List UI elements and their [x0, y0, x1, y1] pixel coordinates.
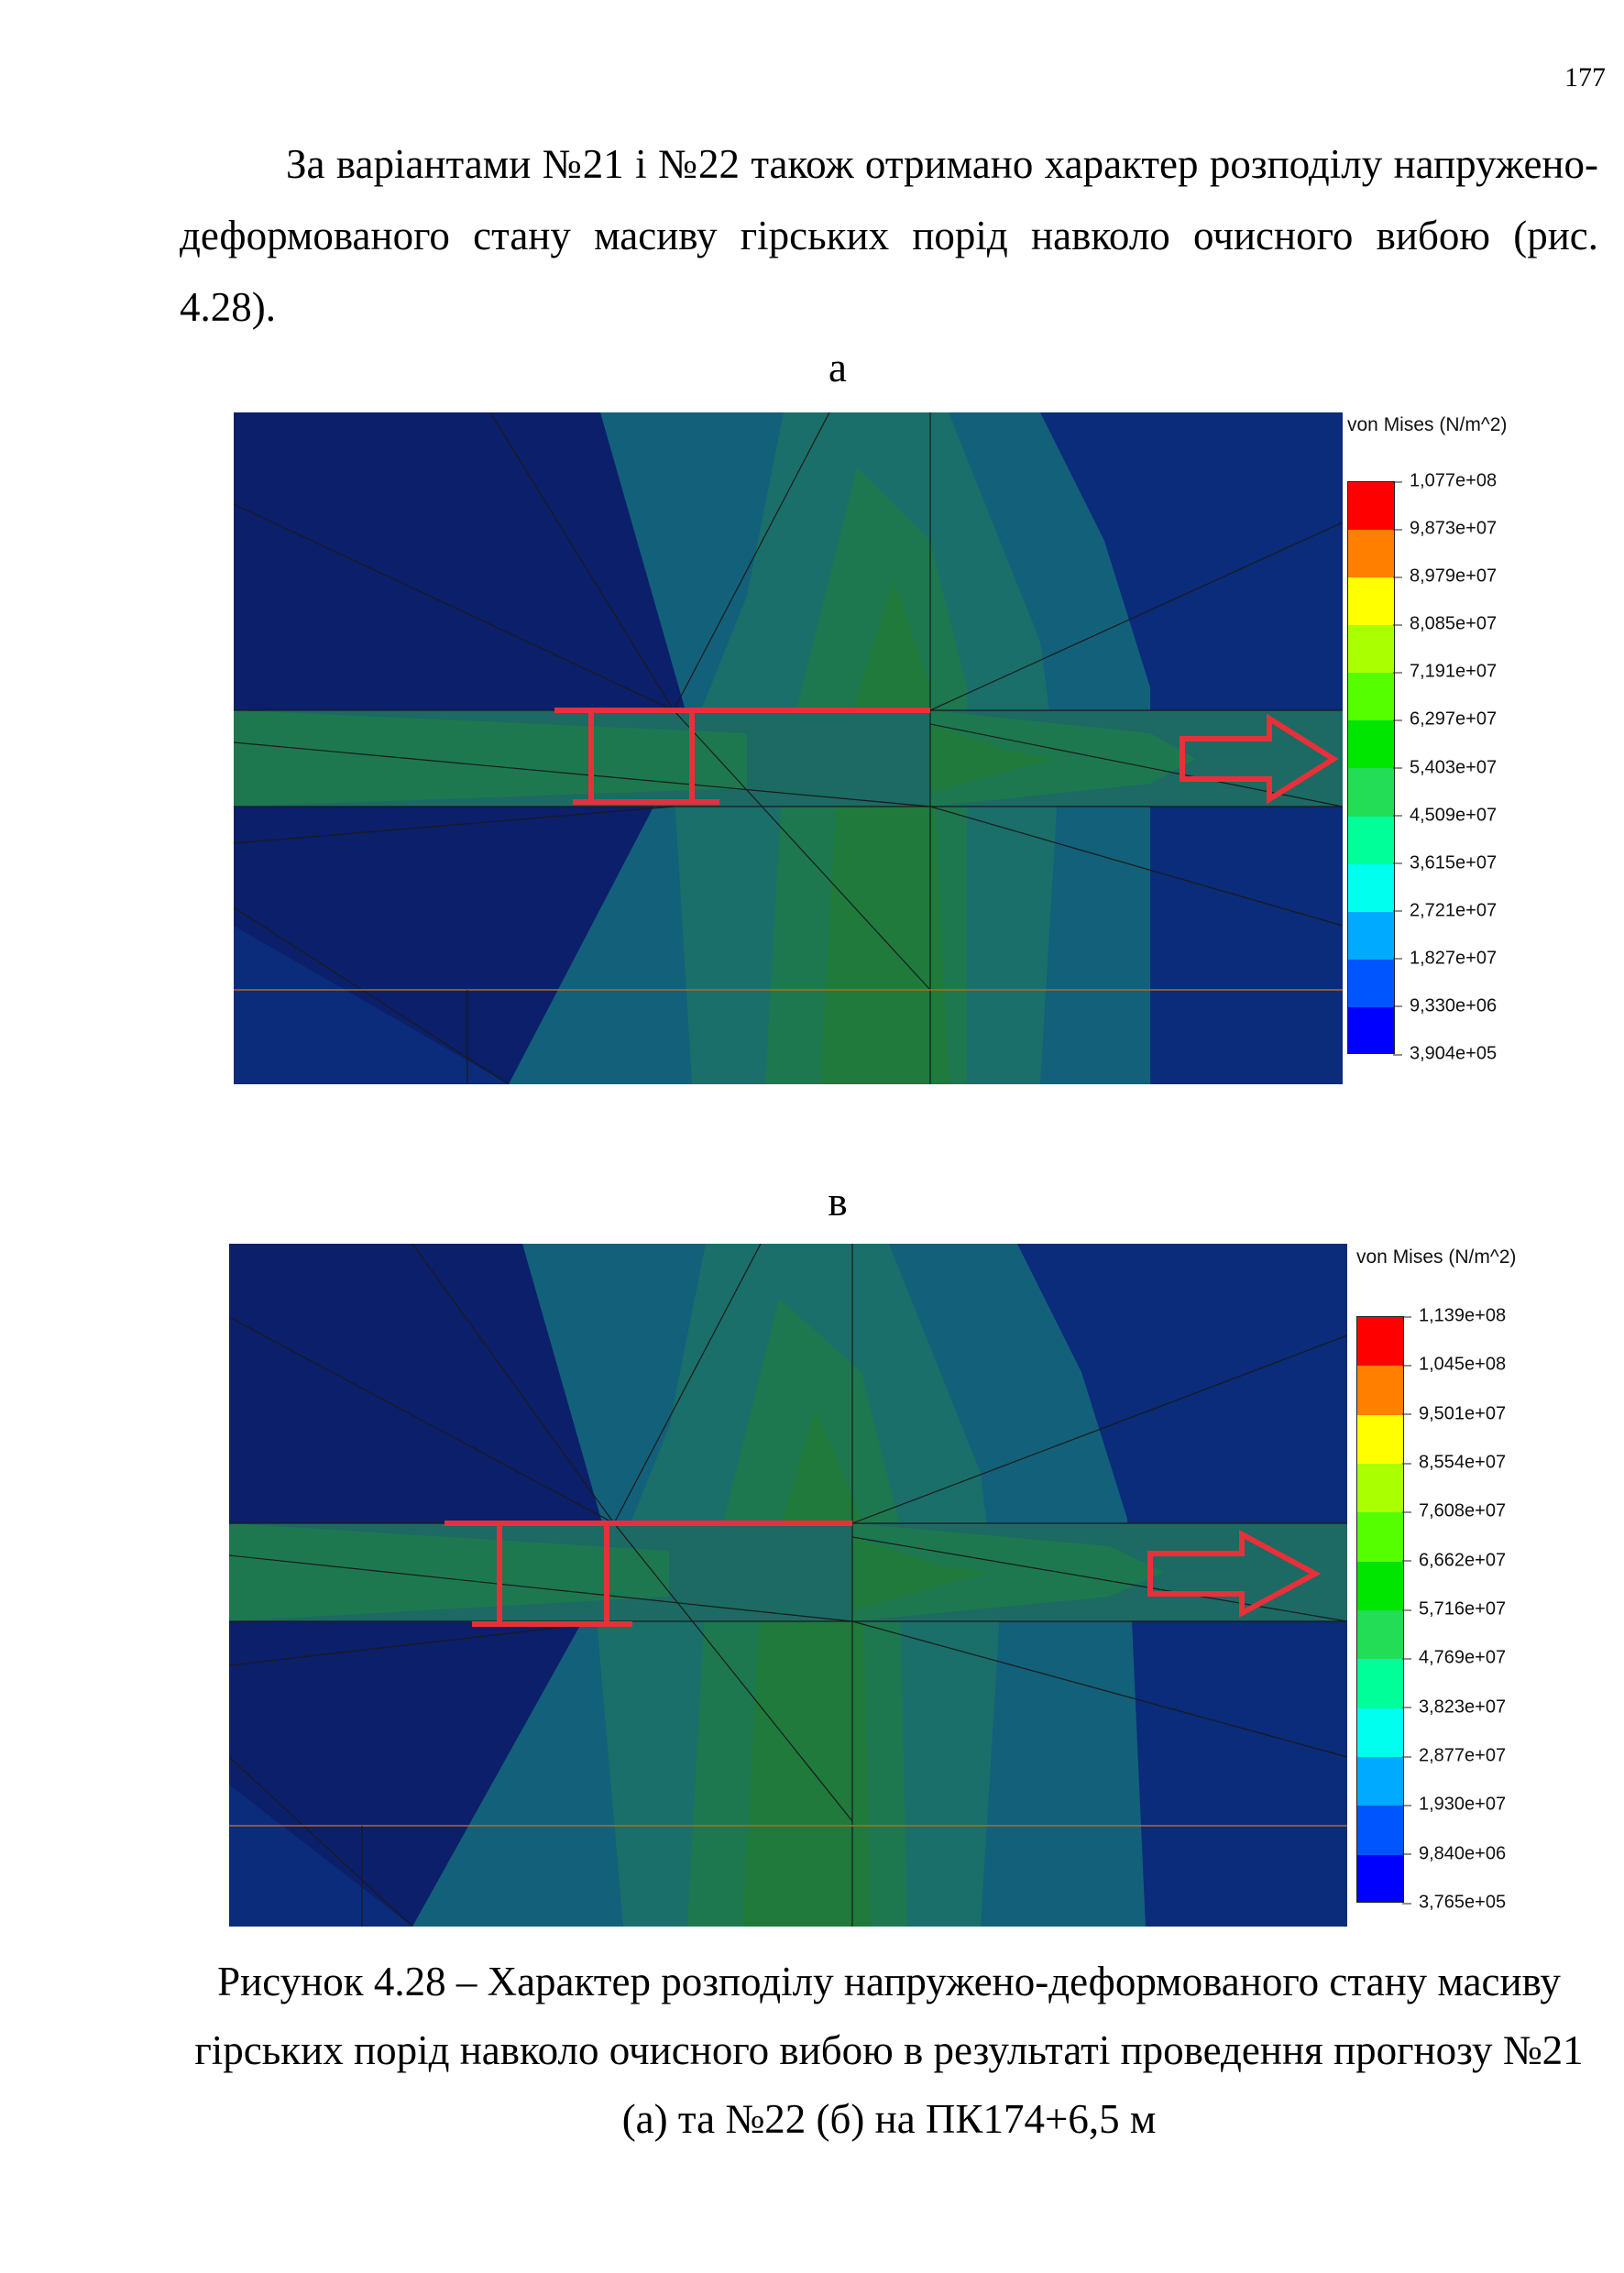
advance-direction-arrow	[1147, 1529, 1322, 1619]
figure-caption: Рисунок 4.28 – Характер розподілу напруж…	[194, 1959, 1584, 2142]
legend-value: 3,904e+05	[1392, 1044, 1497, 1065]
color-band	[1348, 911, 1394, 960]
stress-zone-lower-left	[234, 926, 509, 1084]
color-band	[1357, 1317, 1403, 1367]
legend-value: 6,297e+07	[1392, 709, 1497, 730]
color-band	[1348, 482, 1394, 531]
seam-stress-left	[234, 710, 747, 807]
legend-value: 7,608e+07	[1401, 1501, 1506, 1522]
legend-value: 1,930e+07	[1401, 1795, 1506, 1816]
page-number: 177	[1564, 62, 1606, 93]
legend-value: 9,873e+07	[1392, 519, 1497, 540]
support-section-marker	[444, 1521, 852, 1627]
figure-a-legend: von Mises (N/m^2) 1,077e+08 9,873e+07 8,97…	[1347, 414, 1613, 1074]
color-band	[1357, 1806, 1403, 1855]
color-band	[1348, 720, 1394, 769]
color-band	[1357, 1707, 1403, 1757]
figure-a-label: а	[828, 345, 847, 390]
color-band	[1357, 1414, 1403, 1464]
color-band	[1357, 1756, 1403, 1806]
color-band	[1357, 1659, 1403, 1708]
support-section-marker	[554, 708, 930, 805]
color-band	[1357, 1366, 1403, 1415]
seam-stress-peak	[852, 1537, 990, 1610]
mesh-lines	[229, 1244, 1347, 1927]
figure-b-stress-plot	[229, 1244, 1347, 1927]
legend-value: 4,509e+07	[1392, 805, 1497, 826]
stress-zone-core	[820, 577, 949, 1084]
legend-value: 4,769e+07	[1401, 1648, 1506, 1669]
legend-value: 9,840e+06	[1401, 1843, 1506, 1864]
intro-paragraph: За варіантами №21 і №22 також отримано х…	[180, 141, 1598, 330]
figure-b-legend: von Mises (N/m^2) 1,139e+08 1,045e+08 9,50…	[1356, 1246, 1618, 1916]
color-band	[1357, 1854, 1403, 1902]
legend-value: 5,716e+07	[1401, 1599, 1506, 1620]
color-band	[1348, 577, 1394, 626]
color-band	[1348, 530, 1394, 578]
legend-value: 3,615e+07	[1392, 852, 1497, 873]
color-band	[1348, 673, 1394, 721]
legend-value: 3,823e+07	[1401, 1697, 1506, 1718]
color-band	[1357, 1561, 1403, 1610]
legend-value: 7,191e+07	[1392, 662, 1497, 683]
legend-value: 9,330e+06	[1392, 995, 1497, 1016]
color-bar	[1347, 481, 1395, 1054]
legend-value: 8,085e+07	[1392, 614, 1497, 635]
legend-value: 1,139e+08	[1401, 1306, 1506, 1327]
legend-value: 1,045e+08	[1401, 1355, 1506, 1376]
color-band	[1348, 959, 1394, 1007]
color-band	[1348, 863, 1394, 912]
legend-value: 1,077e+08	[1392, 471, 1497, 492]
legend-value: 9,501e+07	[1401, 1403, 1506, 1424]
stress-zone-lower-left	[229, 1784, 412, 1927]
color-bar	[1356, 1316, 1404, 1903]
color-band	[1357, 1512, 1403, 1562]
legend-value: 1,827e+07	[1392, 948, 1497, 969]
color-band	[1357, 1463, 1403, 1513]
advance-direction-arrow	[1180, 713, 1339, 805]
legend-value: 8,554e+07	[1401, 1453, 1506, 1474]
figure-a-stress-plot	[234, 412, 1343, 1084]
legend-title: von Mises (N/m^2)	[1356, 1246, 1517, 1268]
legend-value: 5,403e+07	[1392, 757, 1497, 778]
color-band	[1348, 1006, 1394, 1053]
color-band	[1348, 768, 1394, 817]
legend-value: 3,765e+05	[1401, 1893, 1506, 1914]
legend-value: 2,877e+07	[1401, 1746, 1506, 1767]
legend-title: von Mises (N/m^2)	[1347, 414, 1508, 435]
seam-stress-left	[229, 1523, 669, 1621]
legend-value: 8,979e+07	[1392, 566, 1497, 587]
legend-value: 6,662e+07	[1401, 1550, 1506, 1571]
seam-stress-right	[930, 710, 1196, 807]
color-band	[1357, 1609, 1403, 1660]
seam-stress-right	[852, 1523, 1164, 1621]
color-band	[1348, 625, 1394, 674]
seam-stress-peak	[930, 724, 1059, 793]
legend-value: 2,721e+07	[1392, 900, 1497, 921]
color-band	[1348, 816, 1394, 864]
figure-b-label: в	[828, 1179, 848, 1224]
